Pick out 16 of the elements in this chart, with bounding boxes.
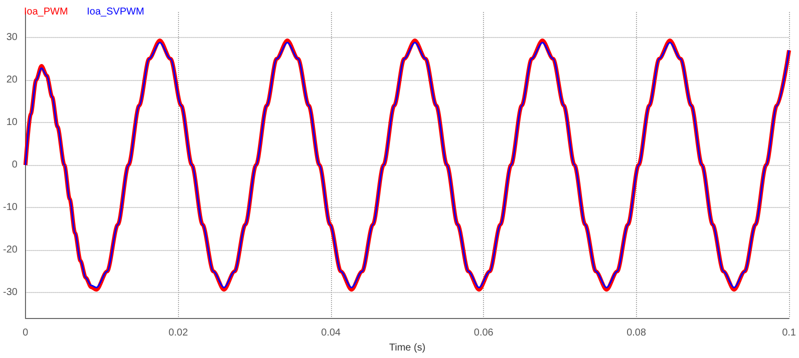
y-tick-label: -10 — [3, 202, 18, 214]
y-tick-label: 10 — [6, 117, 18, 128]
y-tick-label: 0 — [12, 160, 18, 171]
y-tick-label: 30 — [6, 32, 18, 44]
text: Ioa_PWM — [24, 6, 68, 18]
x-axis-title: Time (s) — [389, 342, 426, 354]
y-tick-label: -30 — [3, 287, 18, 298]
x-tick-label: 0.04 — [321, 328, 342, 339]
x-tick-label: 0.08 — [626, 328, 646, 339]
y-tick-label: -20 — [3, 244, 18, 256]
x-tick-label: 0.02 — [168, 328, 188, 339]
x-tick-label: 0 — [22, 328, 29, 339]
text: Ioa_SVPWM — [86, 6, 144, 18]
x-tick-label: 0.06 — [474, 328, 494, 339]
x-tick-label: 0.1 — [782, 328, 796, 339]
y-tick-label: 20 — [6, 74, 18, 86]
